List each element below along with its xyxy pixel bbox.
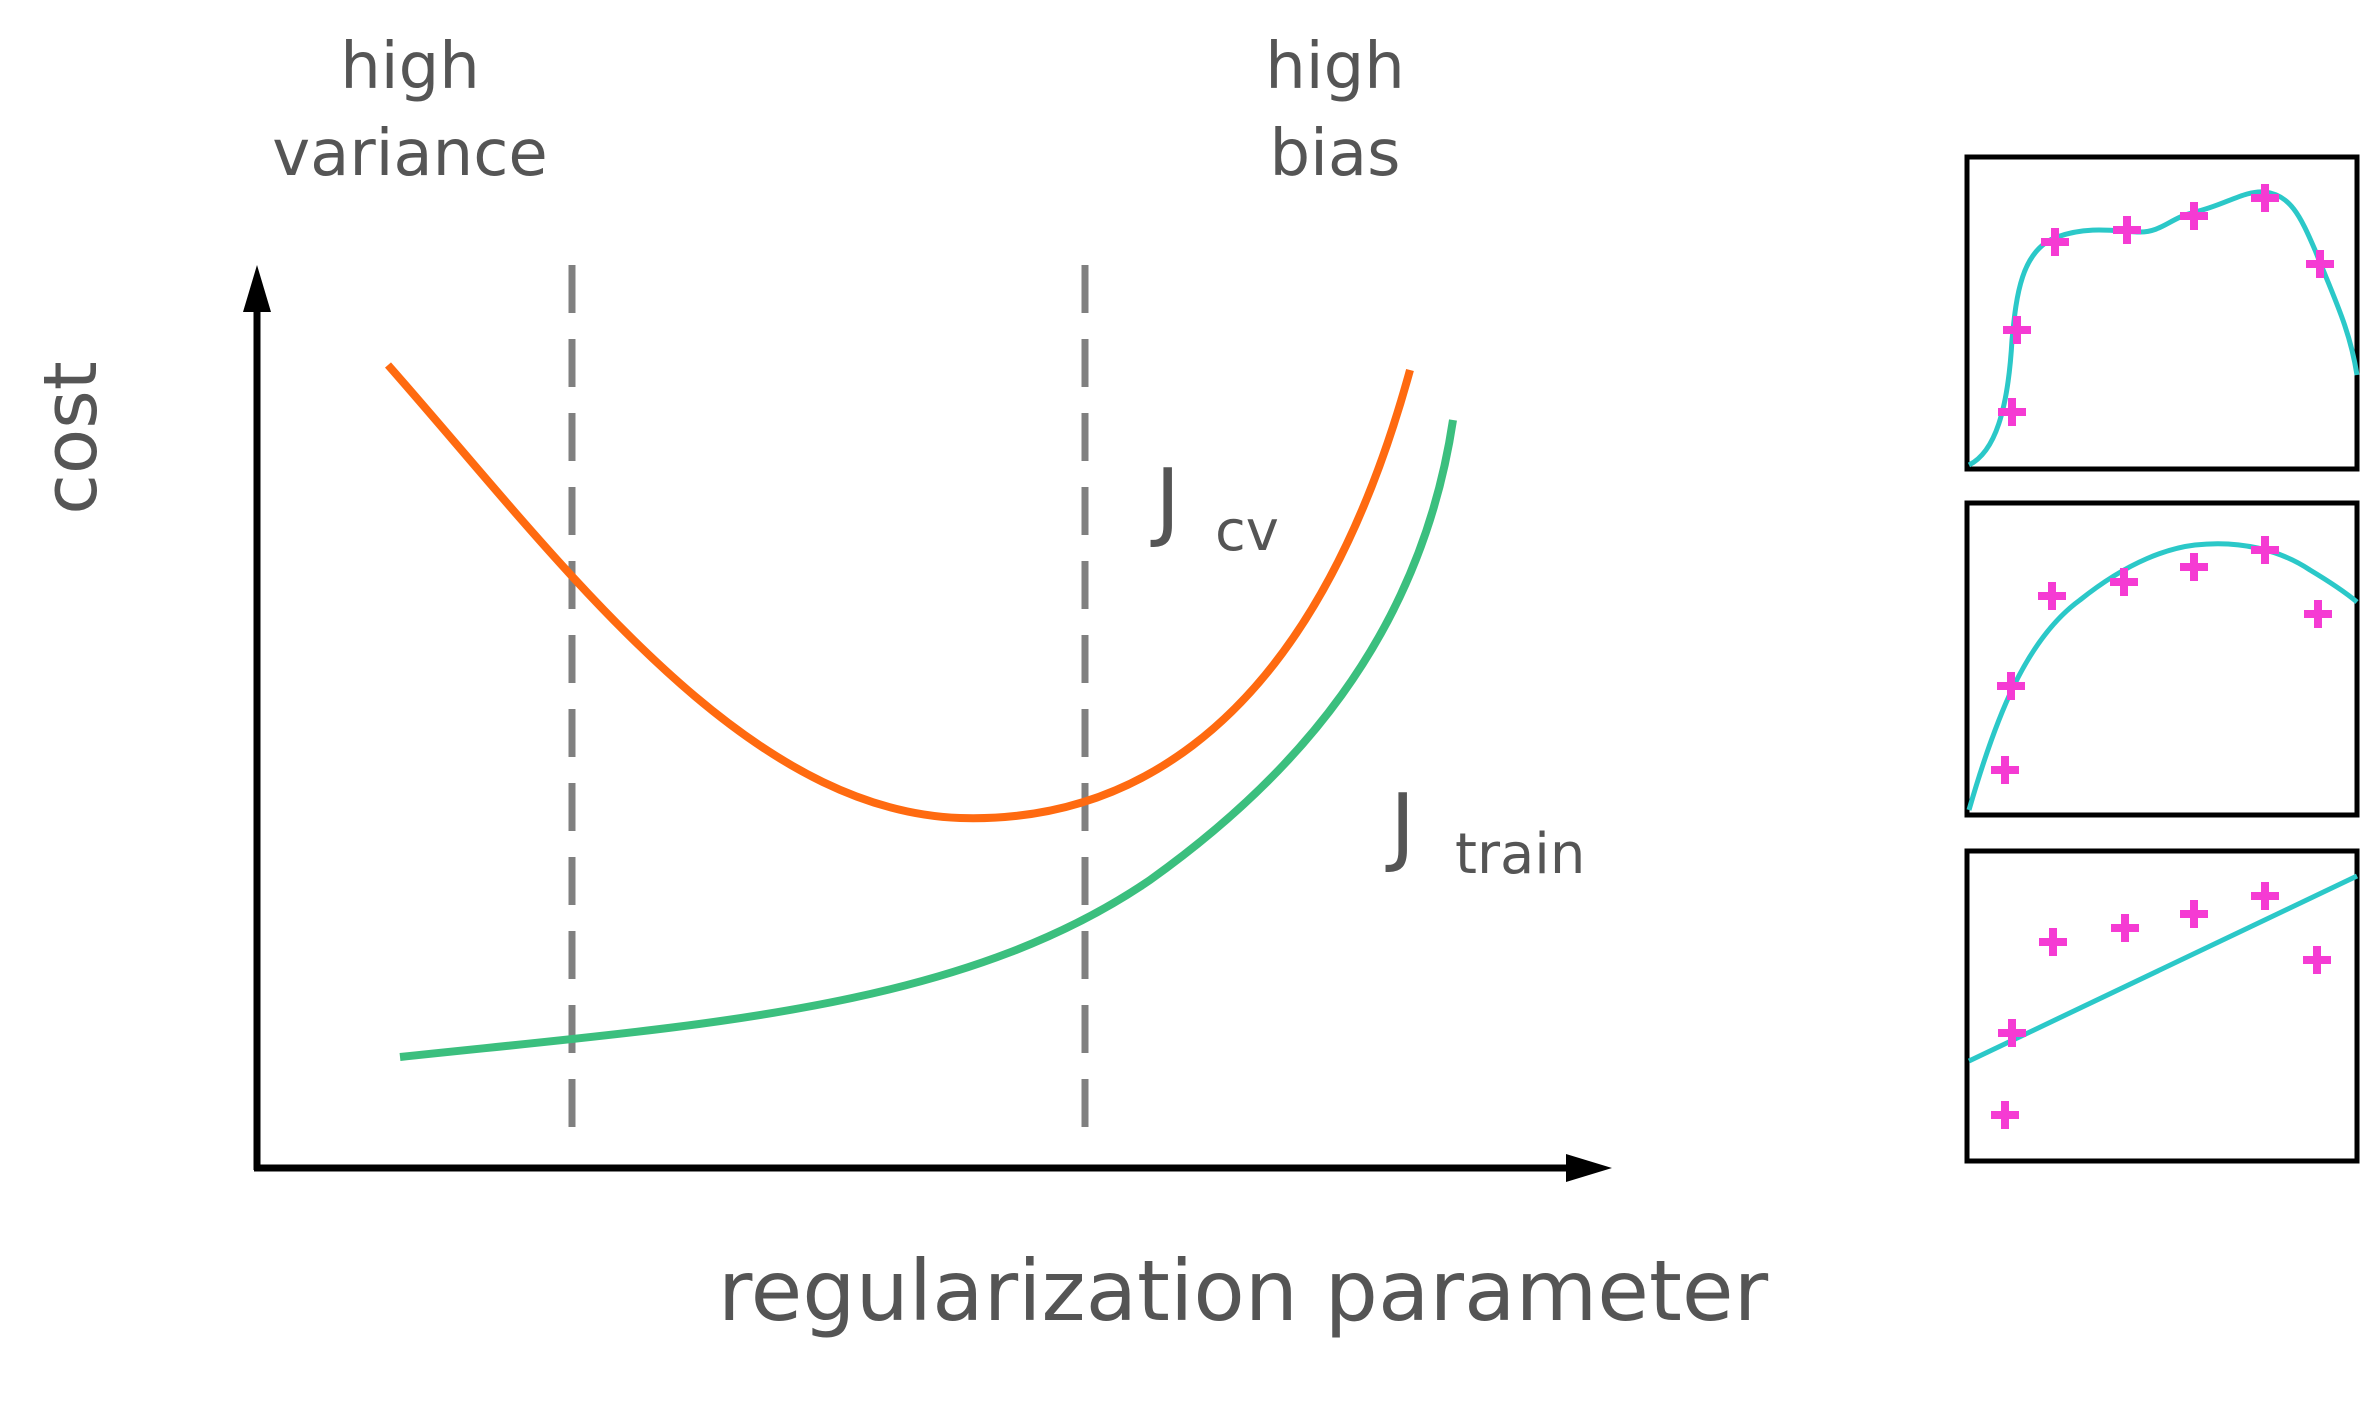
arrow-up-icon <box>243 265 271 312</box>
plus-icon <box>2180 553 2208 581</box>
plus-icon <box>2038 582 2066 610</box>
plus-icon <box>2251 536 2279 564</box>
plus-icon <box>2303 946 2331 974</box>
plus-icon <box>2111 914 2139 942</box>
high-bias-label-line2: bias <box>1270 117 1401 191</box>
plus-icon <box>2180 900 2208 928</box>
plus-icon <box>2251 184 2279 212</box>
high-bias-label-line1: high <box>1265 30 1405 104</box>
train-symbol: J <box>1385 776 1415 876</box>
y-axis-label: cost <box>28 361 114 515</box>
plus-icon <box>2041 228 2069 256</box>
plus-icon <box>1997 672 2025 700</box>
x-axis-label: regularization parameter <box>718 1242 1769 1340</box>
high-bias-label: high bias <box>1265 30 1405 191</box>
plus-icon <box>2304 600 2332 628</box>
high-variance-label-line2: variance <box>272 117 548 191</box>
overfit-panel-frame <box>1964 154 2360 472</box>
plus-icon <box>2003 316 2031 344</box>
arrow-right-icon <box>1566 1154 1612 1182</box>
plus-icon <box>1991 1101 2019 1129</box>
underfit-panel-frame <box>1964 848 2360 1164</box>
plus-icon <box>2306 250 2334 278</box>
plus-icon <box>2039 928 2067 956</box>
good-fit-curve <box>1966 541 2359 811</box>
train-curve <box>399 419 1457 1061</box>
plus-icon <box>1991 756 2019 784</box>
overfit-fit-curve <box>1967 189 2360 468</box>
good-fit-panel <box>1964 500 2360 818</box>
overfit-panel <box>1964 154 2360 472</box>
high-variance-label-line1: high <box>340 30 480 104</box>
underfit-panel <box>1964 848 2360 1164</box>
cv-subscript: cv <box>1215 499 1279 564</box>
plus-icon <box>1998 1019 2026 1047</box>
cv-symbol: J <box>1150 451 1180 551</box>
underfit-fit-line <box>1967 873 2359 1064</box>
plus-icon <box>2180 202 2208 230</box>
cv-curve <box>384 362 1414 823</box>
cv-curve-label: J cv <box>1150 451 1279 564</box>
plus-icon <box>2110 568 2138 596</box>
high-variance-label: high variance <box>272 30 548 191</box>
train-curve-label: J train <box>1385 776 1585 887</box>
plus-icon <box>1998 398 2026 426</box>
overfit-data-points <box>1998 184 2334 426</box>
plus-icon <box>2113 216 2141 244</box>
good-fit-data-points <box>1991 536 2332 784</box>
good-fit-panel-frame <box>1964 500 2360 818</box>
underfit-data-points <box>1991 882 2331 1129</box>
plus-icon <box>2251 882 2279 910</box>
train-subscript: train <box>1455 822 1585 887</box>
